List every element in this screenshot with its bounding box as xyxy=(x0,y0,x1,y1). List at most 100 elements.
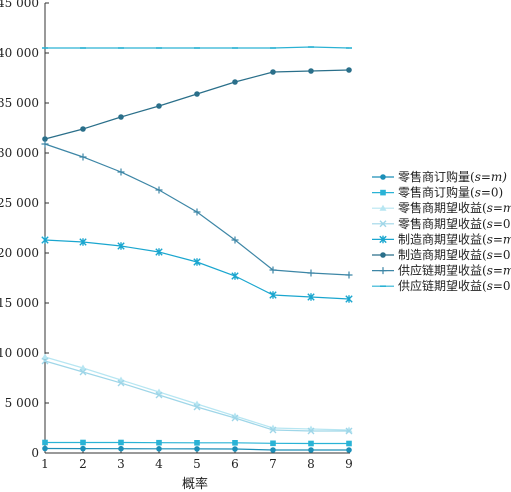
data-point xyxy=(345,271,353,279)
data-point xyxy=(155,391,163,399)
data-point xyxy=(156,103,162,109)
y-tick-label: 30 000 xyxy=(0,146,39,160)
legend-marker xyxy=(380,252,386,258)
x-tick-label: 7 xyxy=(269,457,277,471)
data-point xyxy=(117,242,125,250)
series-4 xyxy=(41,357,353,435)
data-point xyxy=(232,446,238,452)
x-tick-label: 8 xyxy=(307,457,315,471)
data-point xyxy=(79,238,87,246)
data-point xyxy=(194,91,200,97)
data-point xyxy=(346,447,352,453)
data-point xyxy=(194,446,200,452)
x-tick-label: 9 xyxy=(345,457,353,471)
legend-label: 零售商期望收益(s=m) xyxy=(398,200,511,215)
legend-label: 供应链期望收益(s=m) xyxy=(398,263,511,278)
data-point xyxy=(41,140,49,148)
data-point xyxy=(118,439,124,446)
y-tick-labels: 0 5 000 10 000 15 000 20 000 25 000 30 000 35 0… xyxy=(0,0,49,460)
legend-item: 零售商期望收益(s=0) xyxy=(372,216,511,231)
data-point xyxy=(270,440,276,447)
x-tick-label: 3 xyxy=(117,457,125,471)
data-point xyxy=(345,427,353,435)
data-point xyxy=(42,445,48,452)
data-point xyxy=(231,236,239,244)
y-tick-label: 0 xyxy=(31,446,39,460)
data-point xyxy=(231,272,239,280)
legend-label: 零售商订购量(s=0) xyxy=(398,185,503,200)
data-point xyxy=(193,403,201,411)
y-tick-label: 20 000 xyxy=(0,246,39,260)
legend-marker xyxy=(379,267,387,275)
data-point xyxy=(308,447,314,453)
data-point xyxy=(118,114,124,120)
data-point xyxy=(269,426,277,434)
data-point xyxy=(346,67,352,73)
data-point xyxy=(231,414,239,422)
data-point xyxy=(118,445,124,452)
y-tick-label: 40 000 xyxy=(0,46,39,60)
data-point xyxy=(345,295,353,303)
series-line xyxy=(44,360,349,432)
series-1 xyxy=(42,445,352,453)
data-point xyxy=(41,353,49,360)
y-tick-label: 5 000 xyxy=(5,396,39,410)
data-point xyxy=(117,168,125,176)
y-tick-label: 25 000 xyxy=(0,196,39,210)
data-point xyxy=(41,236,49,244)
data-point xyxy=(156,446,162,452)
series-8 xyxy=(42,46,352,49)
data-point xyxy=(42,136,48,142)
data-point xyxy=(79,153,87,161)
series-5 xyxy=(41,236,353,303)
x-tick-label: 5 xyxy=(193,457,201,471)
data-point xyxy=(232,79,238,85)
data-point xyxy=(307,269,315,277)
series-line xyxy=(44,239,350,300)
data-point xyxy=(270,447,276,453)
legend-item: 零售商期望收益(s=m) xyxy=(372,200,511,215)
series-2 xyxy=(42,439,352,447)
series-7 xyxy=(41,140,353,279)
data-point xyxy=(80,126,86,132)
legend-marker xyxy=(379,220,387,228)
y-tick-label: 15 000 xyxy=(0,296,39,310)
data-point xyxy=(79,368,87,376)
legend-item: 零售商订购量(s=0) xyxy=(372,185,503,200)
y-tick-label: 45 000 xyxy=(0,0,39,10)
legend-marker xyxy=(379,204,387,211)
series-line xyxy=(44,356,350,431)
legend-item: 供应链期望收益(s=0) xyxy=(372,278,511,293)
legend-item: 供应链期望收益(s=m) xyxy=(372,263,511,278)
data-point xyxy=(80,445,86,452)
data-point xyxy=(193,258,201,266)
y-tick-label: 35 000 xyxy=(0,96,39,110)
data-point xyxy=(194,440,200,446)
legend-marker xyxy=(379,235,387,244)
series-6 xyxy=(42,67,352,142)
legend-label: 零售商订购量(s=m) xyxy=(398,169,507,184)
data-point xyxy=(307,293,315,301)
data-point xyxy=(41,357,49,365)
x-tick-labels: 1 2 3 4 5 6 7 8 9 xyxy=(41,449,353,471)
legend-item: 制造商期望收益(s=m) xyxy=(372,231,511,246)
data-point xyxy=(79,364,87,371)
series-lines xyxy=(41,46,353,453)
data-point xyxy=(308,440,314,447)
data-point xyxy=(307,427,315,435)
legend-label: 零售商期望收益(s=0) xyxy=(398,216,511,231)
series-line xyxy=(44,69,350,140)
legend-marker xyxy=(380,174,386,180)
x-tick-label: 2 xyxy=(79,457,87,471)
data-point xyxy=(269,266,277,274)
data-point xyxy=(269,291,277,299)
data-point xyxy=(156,439,162,446)
y-tick-label: 10 000 xyxy=(0,346,39,360)
data-point xyxy=(155,248,163,256)
data-point xyxy=(346,440,352,447)
data-point xyxy=(232,440,238,446)
legend: 零售商订购量(s=m)零售商订购量(s=0)零售商期望收益(s=m)零售商期望收… xyxy=(372,169,511,293)
series-3 xyxy=(41,353,353,433)
data-point xyxy=(308,68,314,74)
